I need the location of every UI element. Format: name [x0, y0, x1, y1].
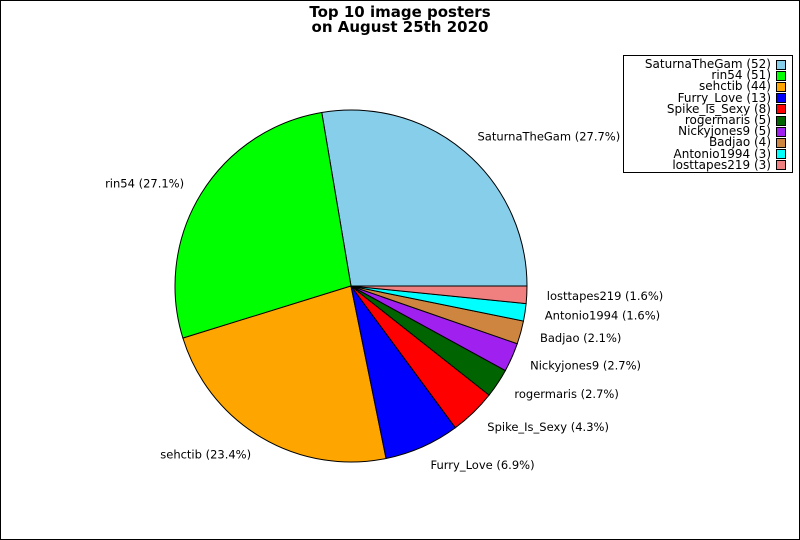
legend-item-rin54: rin54 (51) [624, 68, 786, 83]
legend-item-losttapes219: losttapes219 (3) [624, 157, 786, 172]
legend-item-rogermaris: rogermaris (5) [624, 113, 786, 128]
legend-swatch [776, 104, 786, 115]
slice-label-losttapes219: losttapes219 (1.6%) [547, 289, 663, 303]
legend-item-spike_is_sexy: Spike_Is_Sexy (8) [624, 101, 786, 116]
slice-label-nickyjones9: Nickyjones9 (2.7%) [530, 359, 641, 373]
pie-slice-rin54 [174, 111, 352, 339]
legend-label: Nickyjones9 (5) [678, 124, 771, 139]
slice-label-badjao: Badjao (2.1%) [540, 331, 621, 345]
legend-label: Furry_Love (13) [677, 90, 771, 105]
legend-swatch [776, 81, 786, 92]
legend-swatch [776, 137, 786, 148]
legend-item-nickyjones9: Nickyjones9 (5) [624, 124, 786, 139]
legend-item-badjao: Badjao (4) [624, 135, 786, 150]
pie-slice-losttapes219 [350, 285, 528, 305]
slice-label-rogermaris: rogermaris (2.7%) [514, 387, 618, 401]
legend-swatch [776, 160, 786, 171]
chart-title-line-2: on August 25th 2020 [311, 18, 489, 36]
legend-label: Spike_Is_Sexy (8) [666, 101, 771, 116]
legend-swatch [776, 70, 786, 81]
legend-swatch [776, 59, 786, 70]
legend-label: losttapes219 (3) [672, 157, 771, 172]
legend-item-antonio1994: Antonio1994 (3) [624, 146, 786, 161]
legend-item-saturnathegam: SaturnaTheGam (52) [624, 57, 786, 72]
legend-label: sehctib (44) [699, 79, 771, 94]
legend-label: Antonio1994 (3) [673, 146, 772, 161]
legend-swatch [776, 115, 786, 126]
slice-label-sehctib: sehctib (23.4%) [160, 448, 251, 462]
slice-label-furry_love: Furry_Love (6.9%) [431, 458, 535, 472]
legend-item-sehctib: sehctib (44) [624, 79, 786, 94]
slice-label-saturnathegam: SaturnaTheGam (27.7%) [478, 129, 621, 143]
pie-slice-sehctib [182, 285, 387, 463]
chart-title-line-1: Top 10 image posters [309, 3, 491, 21]
legend-item-furry_love: Furry_Love (13) [624, 90, 786, 105]
slice-label-spike_is_sexy: Spike_Is_Sexy (4.3%) [487, 420, 609, 434]
legend-label: rin54 (51) [711, 68, 771, 83]
slice-label-antonio1994: Antonio1994 (1.6%) [545, 308, 660, 322]
slice-label-rin54: rin54 (27.1%) [105, 176, 184, 190]
legend-swatch [776, 149, 786, 160]
legend-label: SaturnaTheGam (52) [644, 57, 771, 72]
legend-swatch [776, 93, 786, 104]
pie-slice-saturnathegam [321, 109, 528, 287]
legend-swatch [776, 126, 786, 137]
legend-label: rogermaris (5) [684, 113, 771, 128]
legend-label: Badjao (4) [708, 135, 771, 150]
legend: SaturnaTheGam (52) rin54 (51) sehctib (44)… [623, 55, 793, 173]
